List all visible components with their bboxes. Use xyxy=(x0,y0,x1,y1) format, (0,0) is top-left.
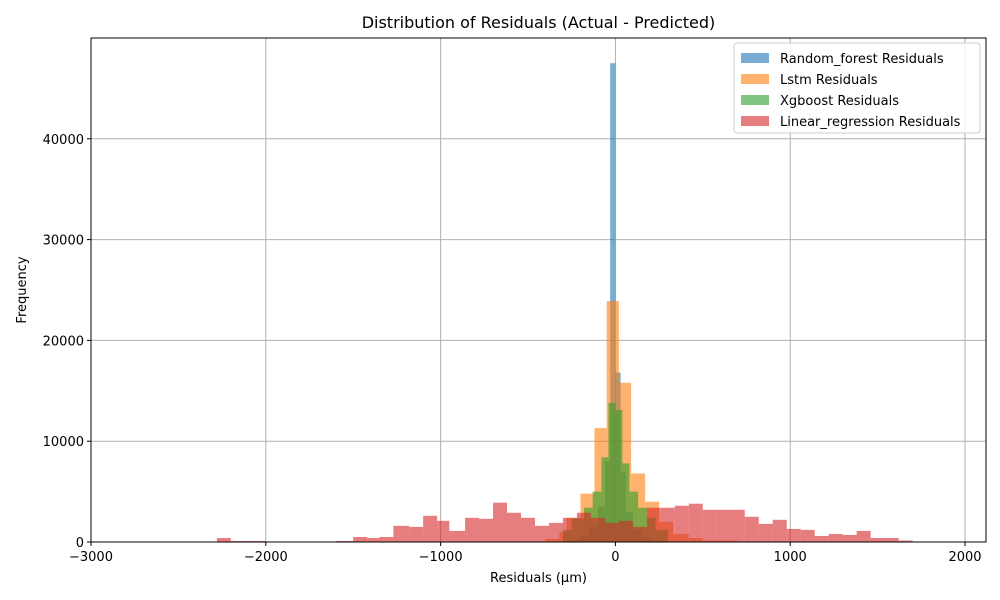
x-tick-label: 2000 xyxy=(948,550,981,565)
histogram-bar xyxy=(629,491,639,542)
legend-swatch xyxy=(741,116,769,126)
histogram-bar xyxy=(772,519,787,542)
histogram-bar xyxy=(423,515,438,542)
histogram-bar xyxy=(688,503,703,542)
y-tick-label: 20000 xyxy=(43,334,84,349)
histogram-bar xyxy=(335,540,354,542)
legend-label: Linear_regression Residuals xyxy=(780,115,961,130)
histogram-bar xyxy=(730,509,745,542)
histogram-bar xyxy=(660,507,675,542)
histogram-bar xyxy=(367,537,380,542)
histogram-bar xyxy=(507,512,522,542)
histogram-bar xyxy=(898,540,913,542)
histogram-bar xyxy=(638,507,647,542)
x-tick-label: −1000 xyxy=(419,550,463,565)
histogram-bar xyxy=(786,528,801,542)
histogram-bar xyxy=(744,516,759,542)
legend-box xyxy=(733,42,981,134)
legend-swatch xyxy=(741,53,769,63)
histogram-bar xyxy=(884,537,899,542)
series-bars xyxy=(216,502,913,542)
histogram-bar xyxy=(216,537,231,542)
histogram-bar xyxy=(632,526,647,542)
histogram-bar xyxy=(230,540,266,542)
histogram-bar xyxy=(856,530,871,542)
plot-frame xyxy=(90,37,987,543)
axis-ticks: −3000 −2000 −1000 0 1000 20000100002000030000… xyxy=(43,133,982,565)
histogram-bar xyxy=(604,522,619,542)
histogram-bar xyxy=(608,402,616,542)
histogram-bar xyxy=(702,509,717,542)
histogram-bar xyxy=(592,491,602,542)
histogram-bars xyxy=(216,63,913,542)
histogram-bar xyxy=(562,517,577,542)
histogram-bar xyxy=(674,505,689,542)
histogram-bar xyxy=(479,518,494,542)
histogram-bar xyxy=(493,502,508,542)
histogram-bar xyxy=(535,525,549,542)
histogram-bar xyxy=(618,520,633,542)
x-tick-label: −3000 xyxy=(69,550,113,565)
histogram-bar xyxy=(393,525,410,542)
histogram-bar xyxy=(800,529,815,542)
y-axis-title: Frequency xyxy=(15,256,30,323)
histogram-bar xyxy=(576,512,591,542)
histogram-bar xyxy=(437,520,450,542)
y-tick-label: 0 xyxy=(76,536,84,551)
histogram-bar xyxy=(449,530,466,542)
legend: Random_forest Residuals Lstm Residuals Xgb… xyxy=(733,42,981,134)
legend-label: Random_forest Residuals xyxy=(780,52,944,67)
x-tick-label: 0 xyxy=(611,550,619,565)
histogram-bar xyxy=(716,509,731,542)
histogram-bar xyxy=(590,517,605,542)
legend-swatch xyxy=(741,74,769,84)
histogram-bar xyxy=(379,536,394,542)
histogram-bar xyxy=(521,517,536,542)
histogram-bar xyxy=(622,463,630,542)
y-tick-label: 10000 xyxy=(43,435,84,450)
histogram-bar xyxy=(814,535,829,542)
legend-label: Xgboost Residuals xyxy=(780,94,899,109)
histogram-bar xyxy=(646,507,661,542)
y-tick-label: 40000 xyxy=(43,133,84,148)
histogram-bar xyxy=(548,522,563,542)
legend-label: Lstm Residuals xyxy=(780,73,878,88)
chart-title: Distribution of Residuals (Actual - Pred… xyxy=(362,13,716,32)
x-axis-title: Residuals (µm) xyxy=(490,571,587,586)
histogram-bar xyxy=(465,517,480,542)
histogram-bar xyxy=(870,537,885,542)
histogram-bar xyxy=(353,536,368,542)
x-tick-label: −2000 xyxy=(244,550,288,565)
histogram-bar xyxy=(615,409,623,542)
histogram-bar xyxy=(601,457,609,542)
x-tick-label: 1000 xyxy=(774,550,807,565)
histogram-bar xyxy=(842,534,857,542)
y-tick-label: 30000 xyxy=(43,234,84,249)
histogram-bar xyxy=(828,533,843,542)
legend-swatch xyxy=(741,95,769,105)
histogram-bar xyxy=(758,523,773,542)
histogram-bar xyxy=(409,526,424,542)
series-bars xyxy=(545,301,738,542)
